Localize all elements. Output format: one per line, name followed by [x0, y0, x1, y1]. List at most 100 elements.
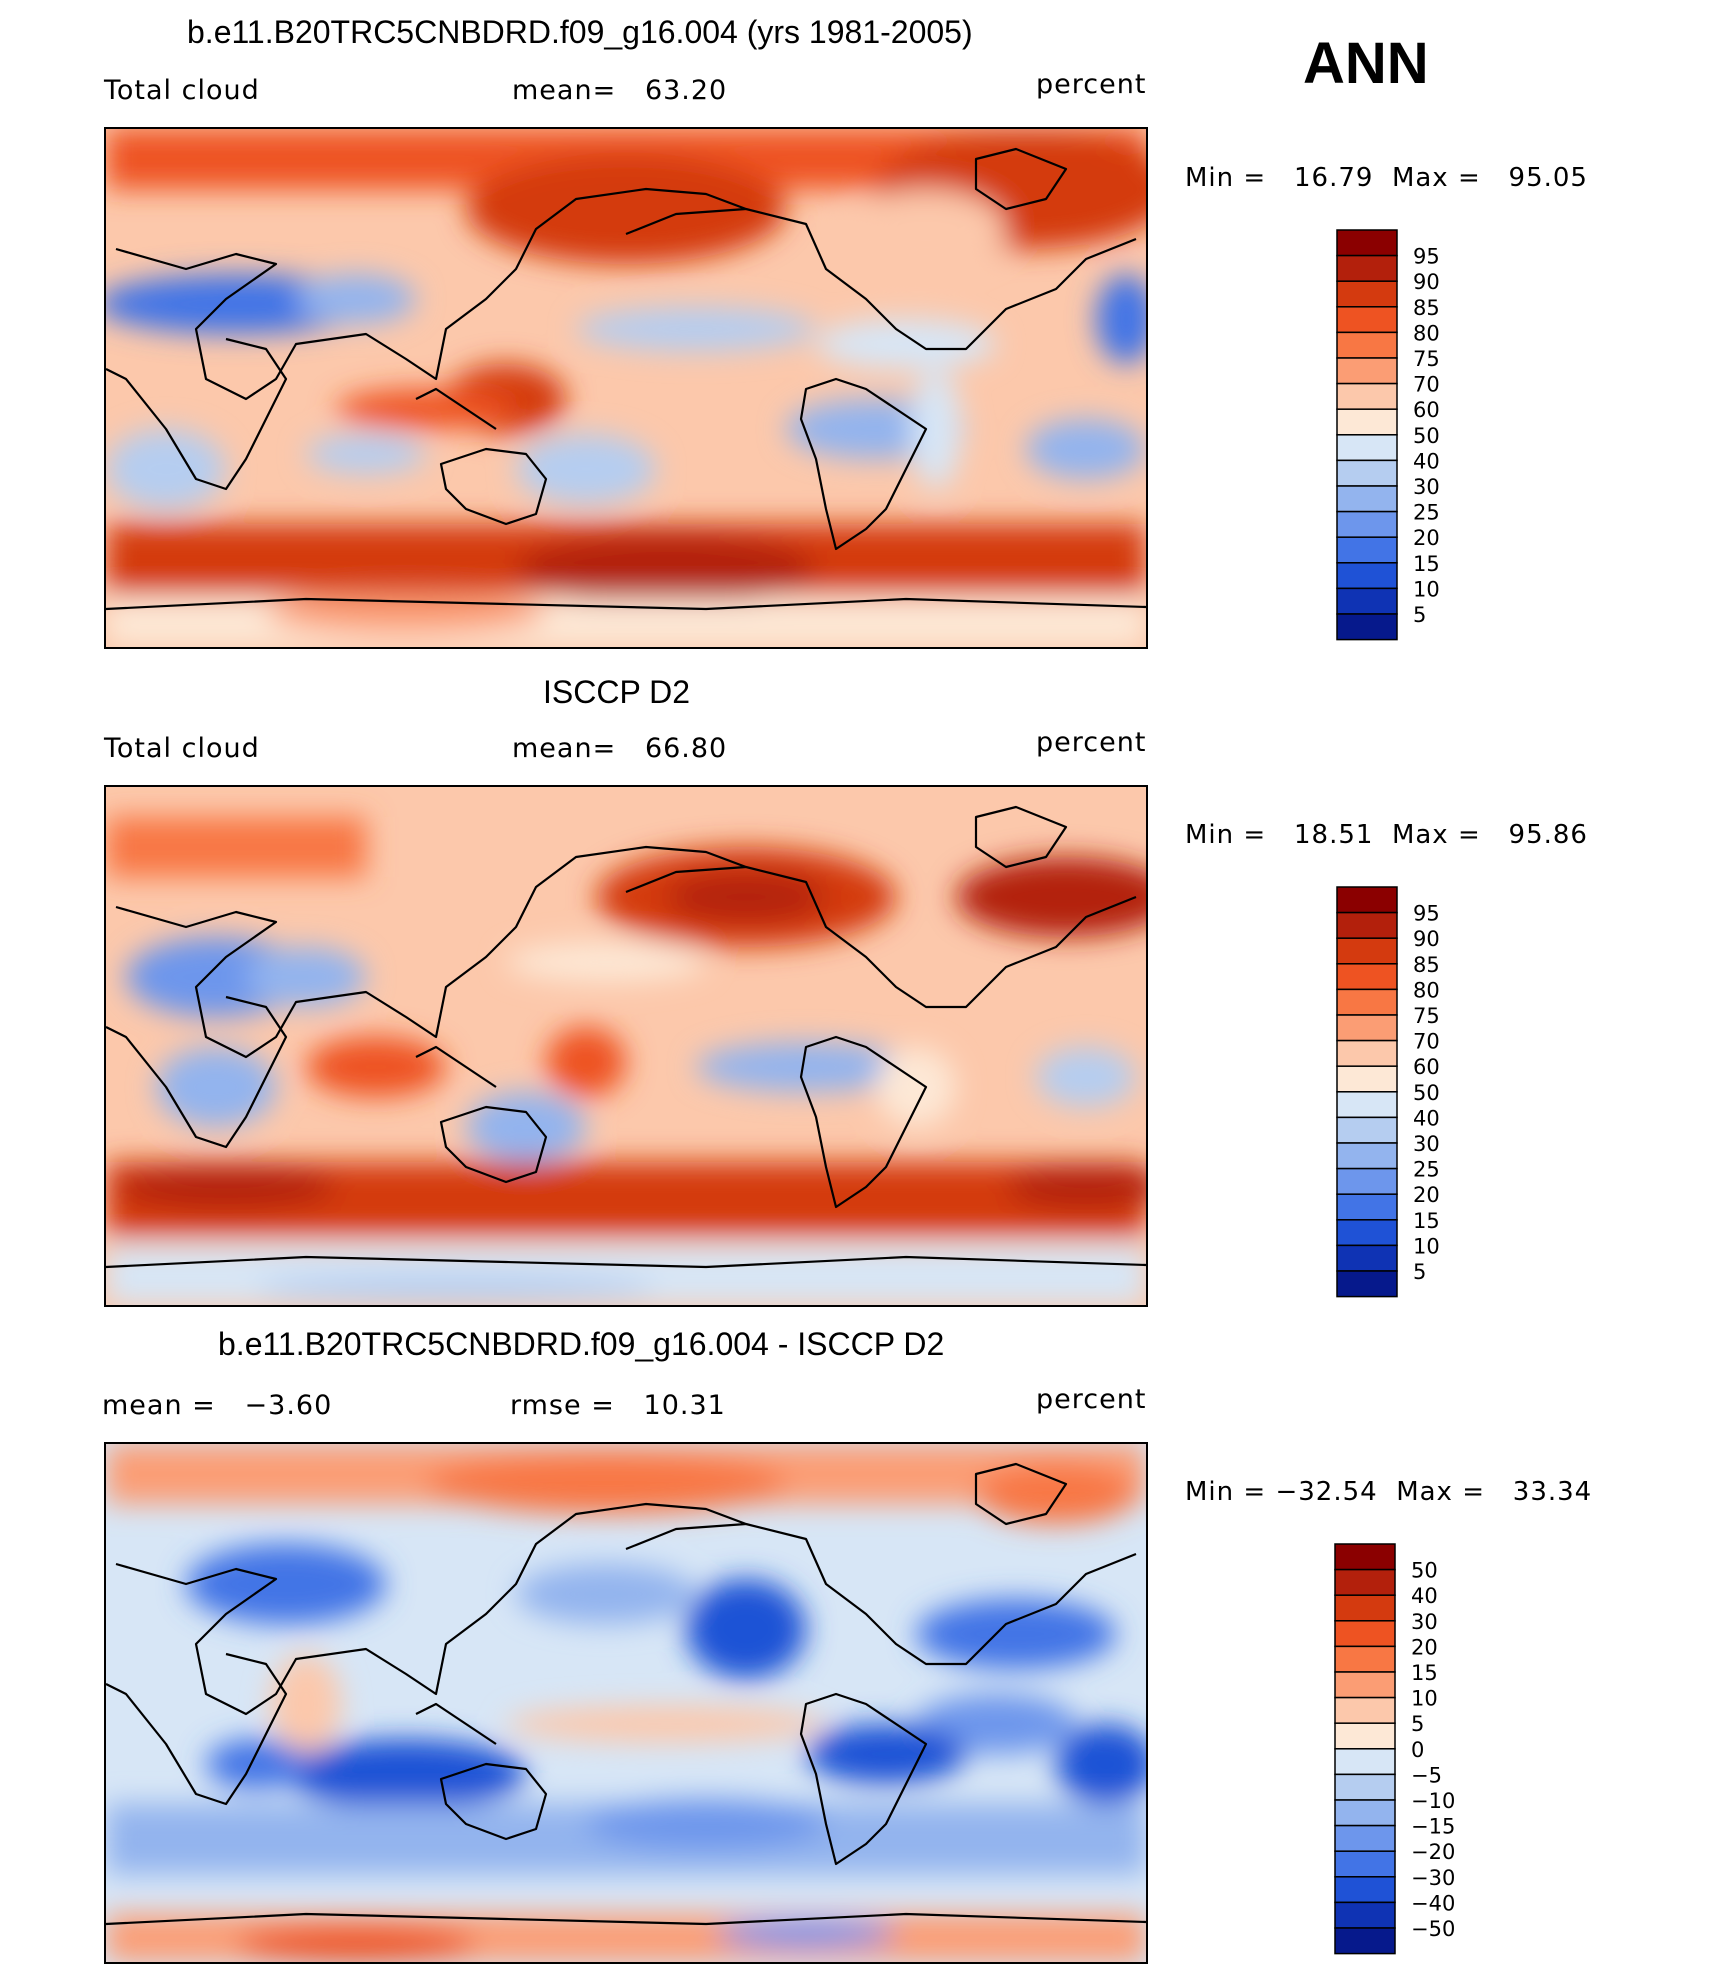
panel-2-map — [104, 785, 1148, 1307]
panel-1-colorbar-swatch — [1336, 485, 1398, 513]
panel-2-colorbar-tick-label: 95 — [1413, 902, 1440, 926]
panel-2-colorbar-swatch — [1336, 963, 1398, 991]
panel-3-colorbar-tick-label: −40 — [1411, 1891, 1455, 1915]
panel-3-colorbar-tick-label: −30 — [1411, 1866, 1455, 1890]
panel-2-variable-label: Total cloud — [104, 733, 260, 764]
panel-3-colorbar-swatch — [1334, 1671, 1396, 1699]
panel-1-colorbar-swatch — [1336, 434, 1398, 462]
panel-2-colorbar-swatch — [1336, 1116, 1398, 1144]
panel-1-colorbar-swatch — [1336, 536, 1398, 564]
panel-2-colorbar-tick-label: 90 — [1413, 927, 1440, 951]
panel-3-colorbar-tick-label: 30 — [1411, 1610, 1438, 1634]
panel-2-colorbar-tick-label: 25 — [1413, 1158, 1440, 1182]
panel-1-colorbar-swatch — [1336, 510, 1398, 538]
panel-1-map — [104, 127, 1148, 649]
panel-2-colorbar-tick-label: 70 — [1413, 1030, 1440, 1054]
panel-1-colorbar-swatch — [1336, 562, 1398, 590]
panel-2-colorbar-swatch — [1336, 1193, 1398, 1221]
panel-3-min-max: Min = −32.54 Max = 33.34 — [1185, 1477, 1593, 1507]
panel-3-colorbar-tick-label: −15 — [1411, 1815, 1455, 1839]
panel-3-colorbar-tick-label: −5 — [1411, 1763, 1442, 1787]
panel-3-colorbar-tick-label: 15 — [1411, 1661, 1438, 1685]
panel-2-colorbar-swatch — [1336, 1244, 1398, 1272]
panel-2-colorbar-tick-label: 80 — [1413, 978, 1440, 1002]
panel-3-colorbar-swatch — [1334, 1620, 1396, 1648]
panel-1-colorbar-tick-label: 70 — [1413, 373, 1440, 397]
panel-3-rmse-label: rmse = 10.31 — [510, 1390, 726, 1421]
panel-3-map — [104, 1442, 1148, 1964]
panel-1-coastlines — [106, 147, 1146, 611]
panel-3-colorbar-swatch — [1334, 1901, 1396, 1929]
panel-1-mean-label: mean= 63.20 — [512, 75, 728, 106]
panel-3-coastlines — [106, 1462, 1146, 1926]
panel-2-colorbar-tick-label: 30 — [1413, 1132, 1440, 1156]
panel-2-colorbar-swatch — [1336, 1091, 1398, 1119]
panel-1-colorbar-swatch — [1336, 408, 1398, 436]
panel-2-colorbar-swatch — [1336, 1065, 1398, 1093]
panel-3-colorbar-swatch — [1334, 1594, 1396, 1622]
panel-2-coastlines — [106, 805, 1146, 1269]
panel-3-colorbar: 50 40 30 20 15 10 5 0 −5 −10 −15 −20 −30 −40 −50 — [1333, 1542, 1533, 1955]
panel-3-colorbar-swatch — [1334, 1850, 1396, 1878]
panel-1-units-label: percent — [1036, 69, 1147, 100]
panel-1-colorbar-swatch — [1336, 229, 1398, 257]
panel-2-colorbar-tick-label: 20 — [1413, 1183, 1440, 1207]
panel-3-colorbar-swatch — [1334, 1824, 1396, 1852]
panel-2-units-label: percent — [1036, 727, 1147, 758]
panel-1-colorbar-tick-label: 30 — [1413, 475, 1440, 499]
panel-3-colorbar-tick-label: 5 — [1411, 1712, 1424, 1736]
panel-3-colorbar-tick-label: 50 — [1411, 1559, 1438, 1583]
panel-3-colorbar-swatch — [1334, 1543, 1396, 1571]
panel-3-map-svg — [106, 1444, 1146, 1962]
panel-1-colorbar-swatch — [1336, 254, 1398, 282]
panel-3-colorbar-swatch — [1334, 1876, 1396, 1904]
panel-2-colorbar-tick-label: 40 — [1413, 1106, 1440, 1130]
panel-1-colorbar-tick-label: 20 — [1413, 526, 1440, 550]
panel-2-colorbar-swatch — [1336, 911, 1398, 939]
panel-2-colorbar-tick-label: 10 — [1413, 1234, 1440, 1258]
panel-1-colorbar-tick-label: 5 — [1413, 603, 1426, 627]
panel-2-colorbar-tick-label: 60 — [1413, 1055, 1440, 1079]
panel-2-colorbar-tick-label: 85 — [1413, 953, 1440, 977]
panel-3-colorbar-tick-label: 20 — [1411, 1635, 1438, 1659]
panel-3-units-label: percent — [1036, 1384, 1147, 1415]
panel-2-map-svg — [106, 787, 1146, 1305]
panel-1-colorbar-swatch — [1336, 280, 1398, 308]
panel-2-title: ISCCP D2 — [543, 674, 691, 710]
panel-3-colorbar-swatch — [1334, 1696, 1396, 1724]
panel-2-colorbar-tick-label: 75 — [1413, 1004, 1440, 1028]
panel-3-colorbar-swatch — [1334, 1927, 1396, 1955]
panel-1-colorbar: 95 90 85 80 75 70 60 50 40 30 25 20 15 10 5 — [1335, 228, 1535, 641]
panel-1-colorbar-swatch — [1336, 357, 1398, 385]
panel-2-colorbar-swatch — [1336, 1219, 1398, 1247]
panel-3-colorbar-tick-label: 40 — [1411, 1584, 1438, 1608]
panel-1-colorbar-swatch — [1336, 331, 1398, 359]
panel-2-mean-label: mean= 66.80 — [512, 733, 728, 764]
panel-3-colorbar-tick-label: −20 — [1411, 1840, 1455, 1864]
panel-3-title: b.e11.B20TRC5CNBDRD.f09_g16.004 - ISCCP … — [218, 1326, 945, 1362]
panel-3-colorbar-tick-label: −50 — [1411, 1917, 1455, 1941]
panel-1-variable-label: Total cloud — [104, 75, 260, 106]
panel-2-colorbar-tick-label: 5 — [1413, 1260, 1426, 1284]
panel-2-colorbar: 95 90 85 80 75 70 60 50 40 30 25 20 15 10 5 — [1335, 885, 1535, 1298]
panel-1-colorbar-tick-label: 25 — [1413, 501, 1440, 525]
panel-2-colorbar-swatch — [1336, 937, 1398, 965]
panel-1-colorbar-tick-label: 40 — [1413, 449, 1440, 473]
panel-1-colorbar-swatch — [1336, 459, 1398, 487]
panel-1-colorbar-tick-label: 90 — [1413, 270, 1440, 294]
panel-2-colorbar-swatch — [1336, 1039, 1398, 1067]
panel-3-colorbar-tick-label: 0 — [1411, 1738, 1424, 1762]
panel-1-colorbar-tick-label: 15 — [1413, 552, 1440, 576]
panel-2-colorbar-tick-label: 15 — [1413, 1209, 1440, 1233]
panel-1-colorbar-swatch — [1336, 382, 1398, 410]
panel-2-colorbar-tick-label: 50 — [1413, 1081, 1440, 1105]
panel-2-colorbar-swatch — [1336, 1014, 1398, 1042]
panel-3-colorbar-tick-label: −10 — [1411, 1789, 1455, 1813]
panel-3-colorbar-swatch — [1334, 1722, 1396, 1750]
panel-1-colorbar-swatch — [1336, 587, 1398, 615]
panel-2-min-max: Min = 18.51 Max = 95.86 — [1185, 820, 1588, 850]
panel-2-colorbar-swatch — [1336, 886, 1398, 914]
